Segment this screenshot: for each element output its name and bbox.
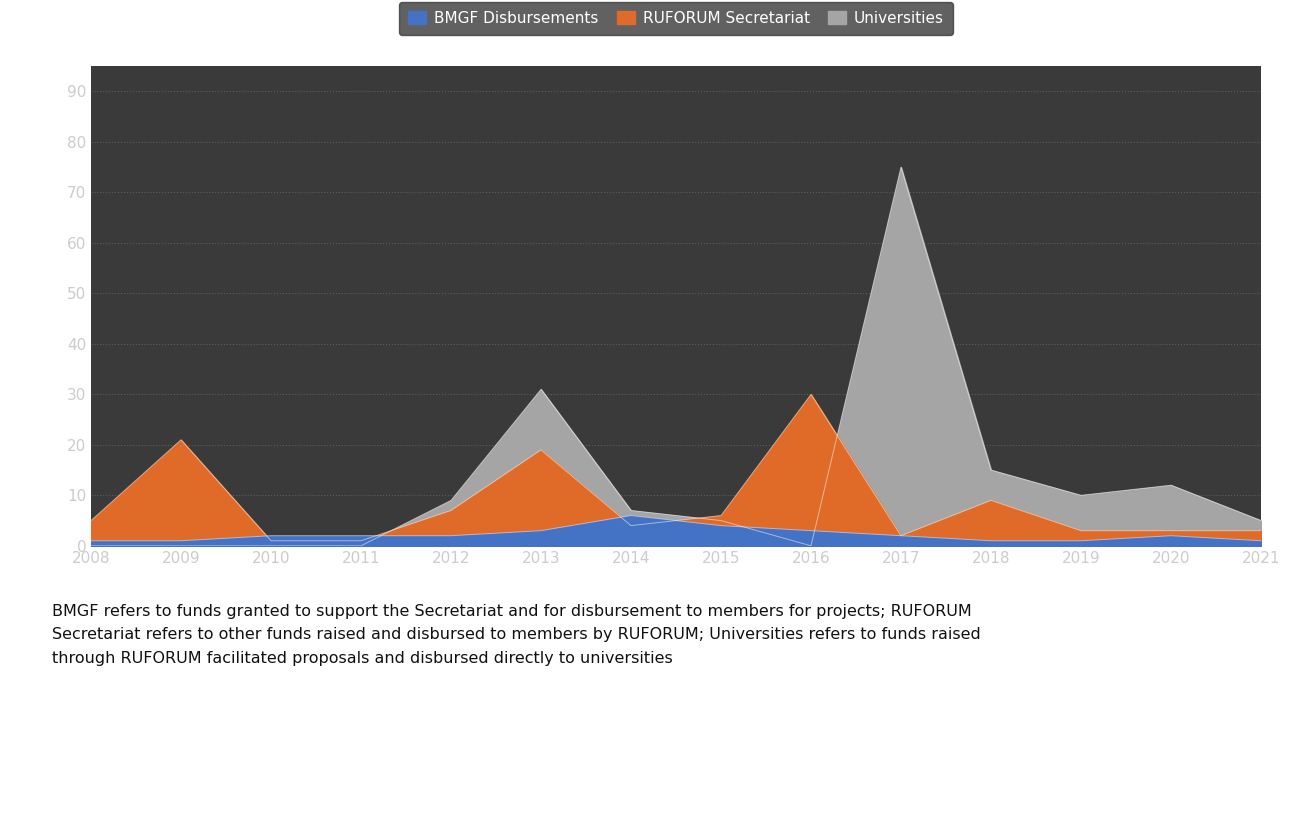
Text: BMGF refers to funds granted to support the Secretariat and for disbursement to : BMGF refers to funds granted to support … [52,604,980,666]
Legend: BMGF Disbursements, RUFORUM Secretariat, Universities: BMGF Disbursements, RUFORUM Secretariat,… [399,2,953,36]
